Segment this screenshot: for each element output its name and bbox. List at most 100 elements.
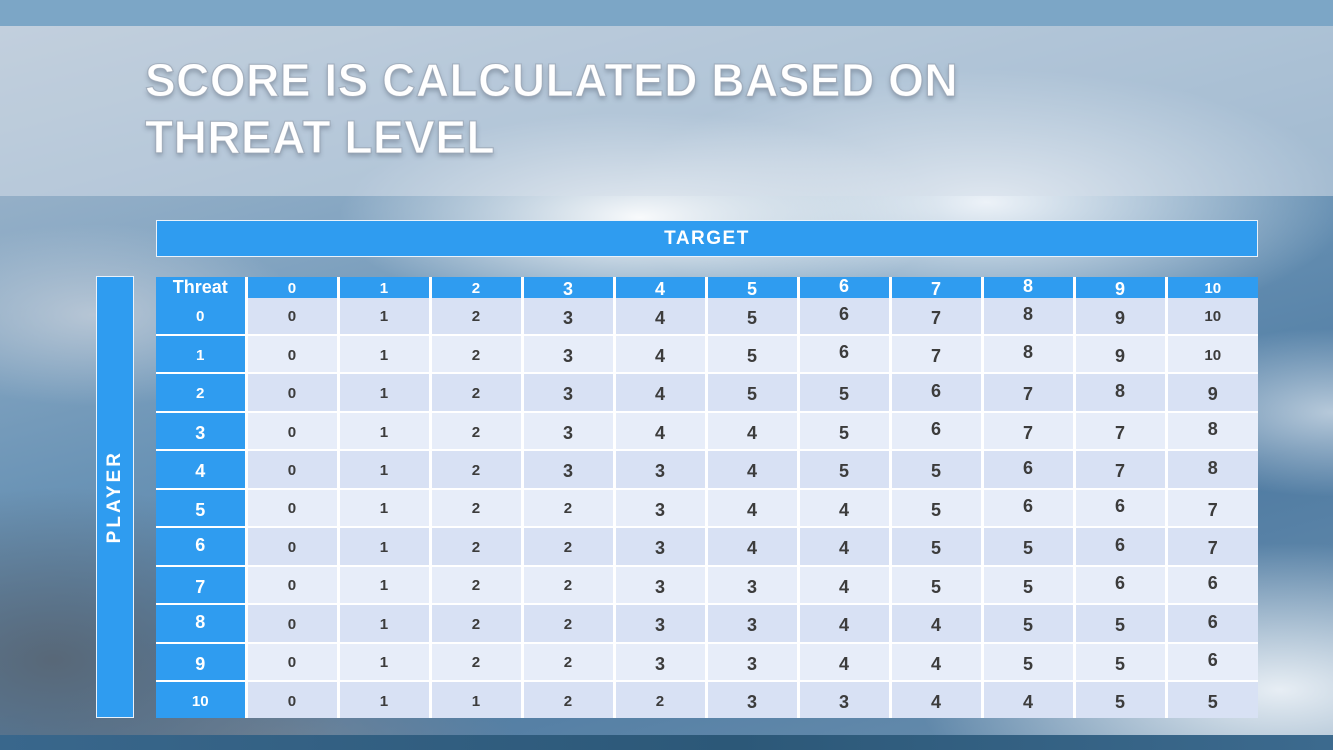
score-cell: 6 bbox=[1166, 565, 1258, 606]
score-cell: 0 bbox=[246, 411, 340, 452]
row-header-cell: 4 bbox=[156, 450, 248, 490]
score-cell: 9 bbox=[1074, 298, 1168, 336]
score-cell: 2 bbox=[430, 565, 524, 606]
score-cell: 4 bbox=[890, 604, 984, 644]
score-cell: 7 bbox=[1166, 488, 1258, 529]
score-cell: 0 bbox=[246, 450, 340, 490]
score-cell: 7 bbox=[890, 298, 984, 336]
score-cell: 5 bbox=[798, 411, 892, 452]
score-cell: 4 bbox=[798, 527, 892, 567]
score-cell: 2 bbox=[522, 527, 616, 567]
player-axis-label: PLAYER bbox=[104, 450, 125, 544]
score-cell: 10 bbox=[1166, 298, 1258, 336]
score-cell: 4 bbox=[890, 642, 984, 683]
score-cell: 6 bbox=[890, 373, 984, 413]
score-cell: 2 bbox=[522, 642, 616, 683]
bottom-accent-bar bbox=[0, 735, 1333, 750]
score-cell: 2 bbox=[430, 373, 524, 413]
score-cell: 3 bbox=[798, 681, 892, 718]
score-cell: 6 bbox=[1074, 527, 1168, 567]
score-cell: 5 bbox=[1074, 642, 1168, 683]
score-cell: 4 bbox=[614, 298, 708, 336]
score-cell: 3 bbox=[614, 527, 708, 567]
score-cell: 7 bbox=[890, 334, 984, 375]
score-cell: 2 bbox=[430, 298, 524, 336]
score-cell: 3 bbox=[522, 373, 616, 413]
row-header-cell: 0 bbox=[156, 298, 248, 336]
row-header-cell: 6 bbox=[156, 527, 248, 567]
score-cell: 7 bbox=[982, 373, 1076, 413]
score-cell: 1 bbox=[338, 565, 432, 606]
score-cell: 4 bbox=[798, 488, 892, 529]
score-cell: 0 bbox=[246, 565, 340, 606]
score-cell: 1 bbox=[338, 527, 432, 567]
score-cell: 7 bbox=[982, 411, 1076, 452]
score-cell: 4 bbox=[890, 681, 984, 718]
score-cell: 5 bbox=[982, 565, 1076, 606]
score-cell: 8 bbox=[1166, 411, 1258, 452]
score-cell: 4 bbox=[798, 604, 892, 644]
score-cell: 5 bbox=[706, 373, 800, 413]
score-cell: 1 bbox=[338, 681, 432, 718]
score-cell: 6 bbox=[982, 488, 1076, 529]
score-cell: 5 bbox=[890, 488, 984, 529]
score-table: Threat 0 1 2 3 4 5 6 7 8 9 10 0 0 1 2 3 4 5 6 7 8 9 10 1 0 1 2 3 4 5 6… bbox=[156, 277, 1258, 718]
column-header-cell: 7 bbox=[890, 277, 984, 298]
score-cell: 2 bbox=[430, 604, 524, 644]
score-cell: 2 bbox=[430, 411, 524, 452]
table-row: 10 0 1 1 2 2 3 3 4 4 5 5 bbox=[156, 681, 1258, 718]
score-cell: 4 bbox=[706, 450, 800, 490]
score-cell: 9 bbox=[1166, 373, 1258, 413]
score-cell: 3 bbox=[614, 642, 708, 683]
score-cell: 2 bbox=[430, 450, 524, 490]
slide-title-line-1: SCORE IS CALCULATED BASED ON bbox=[144, 53, 959, 106]
column-header-cell: 1 bbox=[338, 277, 432, 298]
score-cell: 5 bbox=[982, 604, 1076, 644]
score-cell: 0 bbox=[246, 681, 340, 718]
score-cell: 6 bbox=[1166, 604, 1258, 644]
score-cell: 9 bbox=[1074, 334, 1168, 375]
score-cell: 1 bbox=[338, 411, 432, 452]
column-header-cell: 10 bbox=[1166, 277, 1258, 298]
score-cell: 6 bbox=[1074, 488, 1168, 529]
score-cell: 5 bbox=[1074, 681, 1168, 718]
score-cell: 2 bbox=[430, 642, 524, 683]
table-row: 0 0 1 2 3 4 5 6 7 8 9 10 bbox=[156, 298, 1258, 336]
score-cell: 4 bbox=[982, 681, 1076, 718]
corner-header-threat: Threat bbox=[156, 277, 248, 298]
score-cell: 1 bbox=[338, 298, 432, 336]
score-cell: 3 bbox=[706, 681, 800, 718]
score-cell: 5 bbox=[1074, 604, 1168, 644]
table-header-row: Threat 0 1 2 3 4 5 6 7 8 9 10 bbox=[156, 277, 1258, 298]
score-cell: 0 bbox=[246, 527, 340, 567]
score-cell: 4 bbox=[614, 334, 708, 375]
score-cell: 3 bbox=[522, 450, 616, 490]
score-cell: 5 bbox=[798, 450, 892, 490]
score-cell: 0 bbox=[246, 373, 340, 413]
slide-title-line-2: THREAT LEVEL bbox=[144, 110, 496, 163]
score-cell: 6 bbox=[1074, 565, 1168, 606]
score-cell: 5 bbox=[1166, 681, 1258, 718]
score-cell: 1 bbox=[338, 373, 432, 413]
score-cell: 4 bbox=[798, 642, 892, 683]
score-cell: 2 bbox=[522, 604, 616, 644]
score-cell: 3 bbox=[522, 411, 616, 452]
score-cell: 3 bbox=[522, 298, 616, 336]
top-accent-bar bbox=[0, 0, 1333, 26]
score-cell: 5 bbox=[890, 565, 984, 606]
column-header-cell: 5 bbox=[706, 277, 800, 298]
row-header-cell: 9 bbox=[156, 642, 248, 683]
score-cell: 3 bbox=[614, 565, 708, 606]
score-cell: 0 bbox=[246, 604, 340, 644]
score-cell: 5 bbox=[890, 450, 984, 490]
score-cell: 1 bbox=[338, 642, 432, 683]
score-cell: 7 bbox=[1166, 527, 1258, 567]
row-header-cell: 2 bbox=[156, 373, 248, 413]
score-cell: 6 bbox=[1166, 642, 1258, 683]
score-cell: 8 bbox=[982, 334, 1076, 375]
